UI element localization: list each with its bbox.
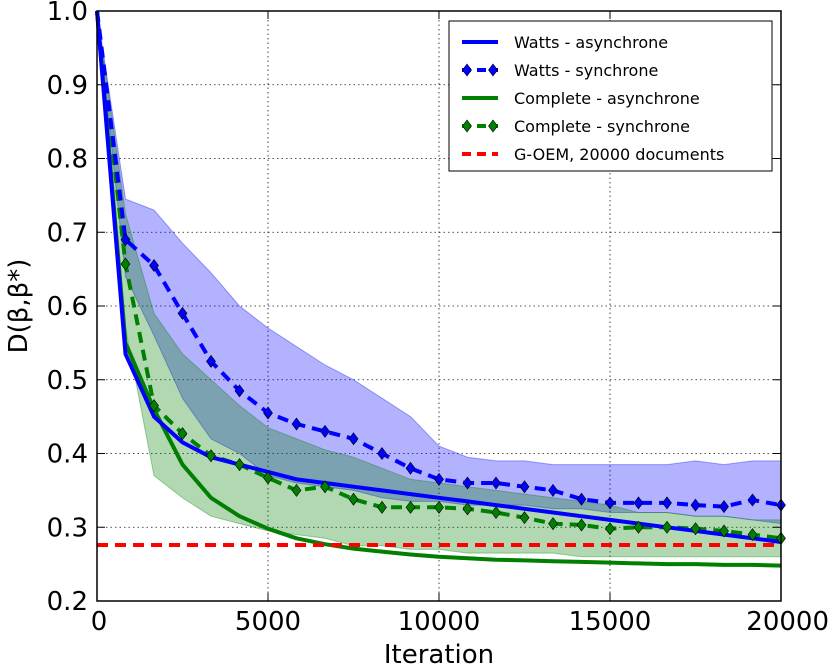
x-axis-label: Iteration xyxy=(384,640,494,669)
legend-label: Watts - synchrone xyxy=(514,61,658,80)
legend-marker xyxy=(462,119,472,133)
legend-label: Watts - asynchrone xyxy=(514,33,668,52)
x-tick-labels: 0 5000 10000 15000 20000 xyxy=(91,607,829,637)
x-tick-label: 20000 xyxy=(746,607,829,637)
data-point xyxy=(291,417,302,431)
series-markers xyxy=(120,233,786,545)
y-tick-label: 0.5 xyxy=(47,366,88,396)
y-tick-label: 0.7 xyxy=(47,218,88,248)
legend-label: G-OEM, 20000 documents xyxy=(514,145,724,164)
y-tick-label: 0.8 xyxy=(47,145,88,175)
y-tick-label: 0.3 xyxy=(47,513,88,543)
data-point xyxy=(519,480,530,494)
data-point xyxy=(747,493,758,507)
data-point xyxy=(690,498,701,512)
data-point xyxy=(177,306,188,320)
data-point xyxy=(206,354,216,368)
data-point xyxy=(548,483,558,497)
legend-box xyxy=(448,20,773,172)
x-tick-label: 10000 xyxy=(398,607,481,637)
data-point xyxy=(719,500,729,514)
data-point xyxy=(633,520,644,534)
x-tick-label: 15000 xyxy=(569,607,652,637)
data-point xyxy=(263,471,273,485)
data-point xyxy=(576,492,587,506)
axis-ticks xyxy=(96,10,782,602)
legend-label: Complete - synchrone xyxy=(514,117,690,136)
x-tick-label: 5000 xyxy=(235,607,301,637)
data-point xyxy=(149,258,159,272)
data-point xyxy=(434,472,444,486)
data-point xyxy=(177,427,188,441)
series-line xyxy=(95,10,782,568)
data-point xyxy=(234,458,245,472)
data-point xyxy=(605,522,615,536)
data-point xyxy=(605,496,615,510)
legend: Watts - asynchrone Watts - synchrone Compl… xyxy=(448,20,773,172)
data-point xyxy=(576,518,587,532)
data-point xyxy=(348,492,359,506)
data-point xyxy=(120,233,131,247)
data-point xyxy=(548,517,558,531)
data-point xyxy=(377,500,387,514)
data-point xyxy=(491,506,501,519)
data-point xyxy=(405,500,416,514)
data-point xyxy=(462,476,473,490)
data-point xyxy=(662,496,672,510)
legend-marker xyxy=(462,63,472,77)
data-point xyxy=(662,520,672,534)
data-point xyxy=(462,502,473,516)
y-tick-label: 0.2 xyxy=(47,587,88,617)
data-point xyxy=(519,511,530,525)
data-point xyxy=(377,447,387,460)
y-tick-labels: 0.2 0.3 0.4 0.5 0.6 0.7 0.8 0.9 1.0 xyxy=(47,0,88,617)
data-point xyxy=(491,476,501,490)
data-point xyxy=(348,432,359,446)
y-tick-label: 0.9 xyxy=(47,71,88,101)
legend-marker xyxy=(488,63,498,77)
data-point xyxy=(320,480,330,494)
data-point xyxy=(690,522,701,536)
data-point xyxy=(291,483,302,497)
y-tick-label: 0.4 xyxy=(47,440,88,470)
y-axis-label: D(β,β*) xyxy=(4,259,34,354)
data-point xyxy=(434,500,444,514)
data-point xyxy=(633,496,644,510)
data-point xyxy=(120,257,131,271)
data-point xyxy=(234,384,245,398)
legend-label: Complete - asynchrone xyxy=(514,89,700,108)
x-tick-label: 0 xyxy=(91,607,108,637)
data-point xyxy=(747,528,758,542)
data-point xyxy=(405,461,416,475)
data-point xyxy=(263,406,273,420)
y-tick-label: 1.0 xyxy=(47,0,88,27)
data-point xyxy=(149,399,159,413)
data-point xyxy=(719,524,729,538)
data-point xyxy=(206,449,216,463)
data-point xyxy=(320,424,330,438)
y-tick-label: 0.6 xyxy=(47,292,88,322)
legend-marker xyxy=(488,119,498,133)
